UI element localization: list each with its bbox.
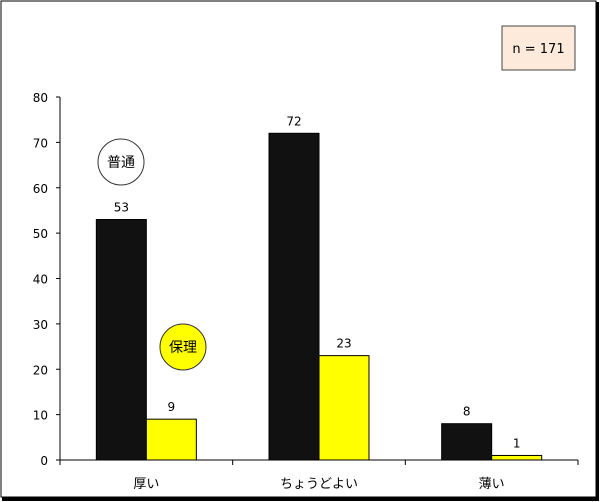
n-label: n = 171 [512, 42, 564, 57]
y-tick-label: 60 [33, 182, 48, 196]
n-box [501, 25, 576, 71]
legend-series-1-label: 普通 [107, 155, 135, 171]
x-tick-label: ちょうどよい [280, 477, 358, 492]
bar-2 [145, 418, 197, 461]
bar-2 [318, 355, 370, 461]
data-label: 1 [513, 436, 521, 450]
legend-series-2-circle [159, 323, 207, 371]
bar-1 [441, 423, 493, 461]
legend-series-1-circle [97, 138, 145, 186]
x-tick-label: 薄い [479, 477, 505, 492]
x-tick-label: 厚い [133, 477, 159, 492]
legend-series-2-label: 保理 [169, 340, 197, 356]
bar-1 [268, 132, 320, 461]
y-tick-label: 30 [33, 318, 48, 332]
y-tick-label: 0 [40, 454, 48, 468]
data-label: 53 [114, 201, 129, 215]
bar-2 [491, 454, 543, 461]
data-label: 8 [463, 405, 471, 419]
data-label: 9 [168, 400, 176, 414]
data-label: 23 [336, 337, 351, 351]
y-tick-label: 20 [33, 363, 48, 377]
y-tick-label: 70 [33, 136, 48, 150]
y-tick-label: 80 [33, 91, 48, 105]
data-label: 72 [286, 114, 301, 128]
y-tick-label: 40 [33, 273, 48, 287]
bar-1 [95, 219, 147, 461]
y-tick-label: 10 [33, 409, 48, 423]
y-tick-label: 50 [33, 227, 48, 241]
